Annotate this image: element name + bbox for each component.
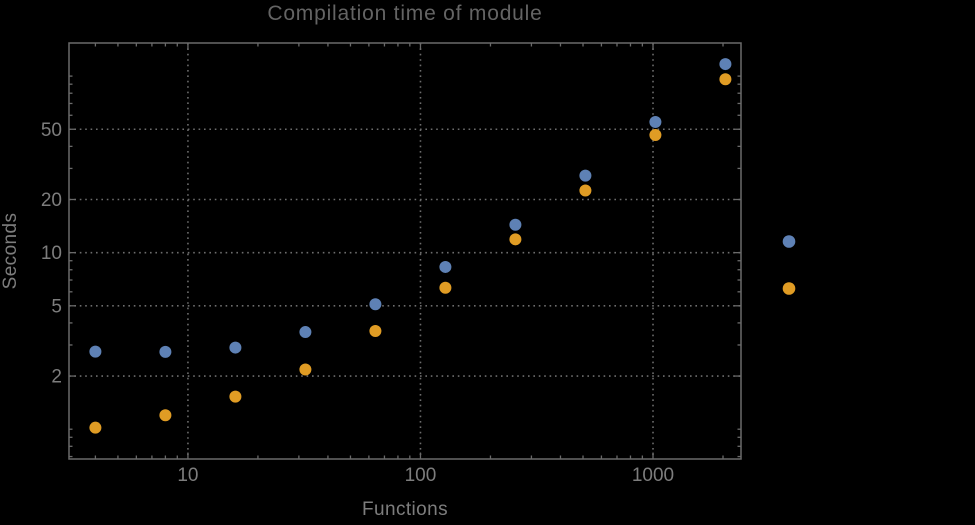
- y-tick-label: 10: [41, 243, 62, 264]
- data-point-series-1: [719, 58, 732, 71]
- data-point-series-1: [649, 115, 662, 128]
- data-point-series-1: [369, 298, 382, 311]
- data-point-series-1: [159, 345, 172, 358]
- data-point-series-1: [89, 345, 102, 358]
- data-point-series-2: [579, 184, 592, 197]
- data-point-series-2: [509, 233, 522, 246]
- data-point-series-2: [719, 73, 732, 86]
- data-point-series-2: [89, 421, 102, 434]
- x-axis-label: Functions: [362, 499, 448, 520]
- data-point-series-2: [439, 281, 452, 294]
- y-tick-label: 20: [41, 190, 62, 211]
- y-axis-label: Seconds: [0, 212, 21, 290]
- data-point-series-1: [439, 260, 452, 273]
- legend-marker-series-1: [782, 235, 796, 248]
- data-point-series-1: [579, 169, 592, 182]
- x-tick-label: 100: [405, 465, 437, 486]
- data-point-series-2: [649, 128, 662, 141]
- data-point-series-2: [369, 324, 382, 337]
- legend-marker-series-2: [782, 282, 796, 295]
- y-tick-label: 5: [51, 296, 62, 317]
- y-tick-label: 50: [41, 120, 62, 141]
- x-tick-label: 10: [177, 465, 198, 486]
- plot-frame: [68, 42, 742, 460]
- data-point-series-2: [229, 390, 242, 403]
- data-point-series-2: [299, 363, 312, 376]
- chart-title: Compilation time of module: [267, 2, 543, 25]
- data-point-series-1: [299, 326, 312, 339]
- data-point-series-1: [229, 341, 242, 354]
- data-point-series-1: [509, 218, 522, 231]
- x-tick-label: 1000: [632, 465, 674, 486]
- y-tick-label: 2: [51, 367, 62, 388]
- data-point-series-2: [159, 409, 172, 422]
